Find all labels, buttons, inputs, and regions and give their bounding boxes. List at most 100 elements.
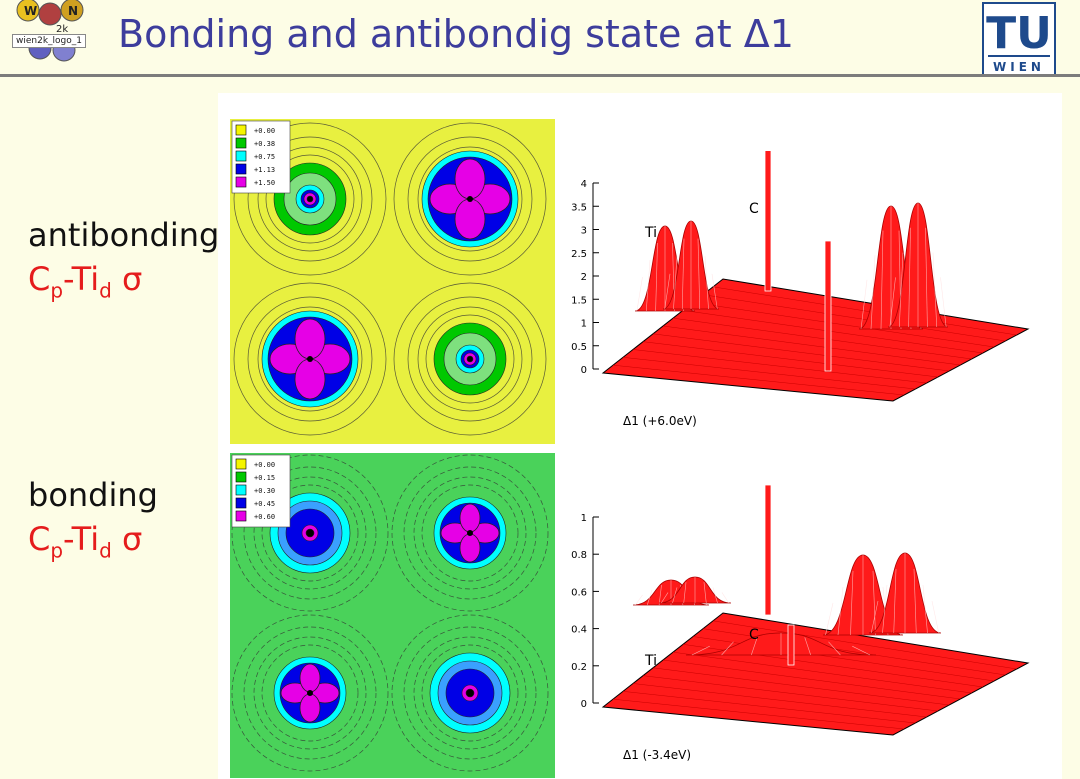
contour-line <box>265 154 355 244</box>
legend-swatch <box>235 163 247 175</box>
z-tick-label: 0.4 <box>571 625 587 636</box>
mesh-line <box>652 667 950 706</box>
contour-line <box>391 454 549 612</box>
mesh-line <box>712 286 1017 336</box>
density-level <box>305 528 315 538</box>
mesh-line <box>908 227 911 328</box>
legend-label: +0.75 <box>254 153 275 161</box>
mesh-line <box>711 273 718 310</box>
page-title: Bonding and antibondig state at Δ1 <box>118 12 794 56</box>
mesh-line <box>882 584 888 634</box>
z-tick-label: 0.8 <box>571 550 587 561</box>
density-level <box>465 688 475 698</box>
mesh-line <box>850 570 854 636</box>
mesh-line <box>664 273 671 310</box>
contour-line <box>261 644 359 742</box>
legend-label: +1.50 <box>254 179 275 187</box>
svg-text:2k: 2k <box>56 24 68 35</box>
z-tick-label: 4 <box>581 179 587 190</box>
legend-swatch <box>235 458 247 470</box>
mesh-line <box>721 641 734 656</box>
antibonding-label: antibonding <box>28 216 220 254</box>
contour-line <box>247 136 373 262</box>
contour-line <box>253 476 367 590</box>
bonding-label: bonding <box>28 476 158 514</box>
mesh-line <box>682 310 984 354</box>
z-tick-label: 1 <box>581 513 587 524</box>
contour-line <box>243 466 377 600</box>
legend-swatch <box>235 124 247 136</box>
mesh-line <box>860 279 868 330</box>
mesh-line <box>660 592 669 604</box>
contour-line <box>417 306 523 412</box>
bonding-sublabel: Cp-Tid σ <box>28 520 143 563</box>
tu-logo-text: TU <box>986 8 1052 59</box>
mesh-line <box>662 659 961 700</box>
orbital-lobe <box>294 318 326 360</box>
orbital-lobe <box>299 693 321 723</box>
mesh-line <box>642 341 939 378</box>
mesh-line <box>712 587 718 604</box>
mesh-line <box>635 594 643 606</box>
contour-line <box>231 614 389 772</box>
mesh-line <box>655 242 658 312</box>
contour-line <box>253 636 367 750</box>
legend-label: +0.45 <box>254 500 275 508</box>
orbital-lobe <box>454 198 486 240</box>
z-tick-label: 2.5 <box>571 249 587 260</box>
z-tick-label: 1.5 <box>571 295 587 306</box>
orbital-lobe <box>454 158 486 200</box>
mesh-line <box>704 256 709 310</box>
z-tick-label: 0 <box>581 699 587 710</box>
contour-line <box>421 484 519 582</box>
density-level <box>466 355 474 363</box>
mesh-line <box>691 645 710 656</box>
figure-panel: +0.00 +0.38 +0.75 +1.13 +1.50 +0.00 +0.15 +0.3… <box>218 93 1062 779</box>
mesh-line <box>642 675 939 712</box>
mesh-line <box>751 637 758 656</box>
mesh-line <box>662 325 961 366</box>
svg-text:W: W <box>24 4 37 18</box>
mesh-line <box>712 620 1017 670</box>
contour-line <box>407 296 533 422</box>
mesh-line <box>703 582 707 604</box>
contour-line <box>421 644 519 742</box>
z-tick-label: 3 <box>581 226 587 237</box>
legend-swatch <box>235 137 247 149</box>
legend-label: +0.30 <box>254 487 275 495</box>
contour-line <box>233 122 387 276</box>
contour-line <box>243 626 377 760</box>
legend-label: +1.13 <box>254 166 275 174</box>
mesh-line <box>636 276 643 312</box>
plot-axis-label: Δ1 (-3.4eV) <box>623 748 691 762</box>
annotation-c: C <box>749 201 759 217</box>
density-level <box>306 195 314 203</box>
mesh-line <box>898 252 904 328</box>
mesh-line <box>932 252 938 328</box>
atom-center <box>467 196 473 202</box>
contour-line <box>257 146 363 252</box>
mesh-line <box>646 589 653 606</box>
annotation-ti: Ti <box>644 225 657 241</box>
mesh-line <box>880 230 884 330</box>
legend-label: +0.15 <box>254 474 275 482</box>
mesh-line <box>702 294 1006 342</box>
orbital-lobe <box>294 358 326 400</box>
surface-spike <box>764 151 772 292</box>
map-legend: +0.00 +0.15 +0.30 +0.45 +0.60 <box>231 454 291 528</box>
mesh-line <box>893 568 897 634</box>
mesh-line <box>804 637 811 656</box>
atom-center <box>307 690 313 696</box>
legend-swatch <box>235 471 247 483</box>
mesh-line <box>940 277 947 328</box>
mesh-line <box>683 582 687 604</box>
mesh-line <box>673 256 678 310</box>
z-tick-label: 0.5 <box>571 342 587 353</box>
contour-line <box>393 282 547 436</box>
svg-text:N: N <box>68 4 78 18</box>
title-bar: W N 2k wien2k_logo_1 Bonding and antibon… <box>0 0 1080 78</box>
contour-line <box>413 636 527 750</box>
bonding-density-map: +0.00 +0.15 +0.30 +0.45 +0.60 <box>230 453 555 778</box>
mesh-line <box>852 645 871 656</box>
mesh-line <box>913 568 917 634</box>
